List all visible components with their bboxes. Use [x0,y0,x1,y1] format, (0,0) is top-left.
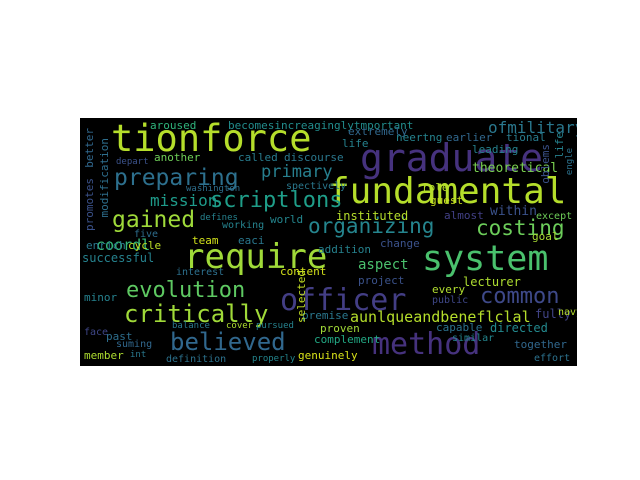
word: tional [506,131,546,144]
word: definition [166,354,227,365]
word: every [432,283,466,296]
word: defines [200,213,238,223]
word: leading [472,143,519,156]
word: aroused [150,119,197,132]
word: another [154,151,201,164]
word: balance [172,321,210,331]
word: depart [116,157,149,167]
word: life [553,132,566,159]
word: addition [318,243,371,256]
word: modification [98,138,111,218]
word: graduate [360,136,544,180]
word: complement [314,333,381,346]
word: instituted [336,209,409,223]
word: except [536,211,573,222]
word: tionforce [111,118,312,160]
word: effort [534,353,571,364]
word: directed [490,321,548,335]
word: extremely [348,125,408,138]
word: life [342,137,369,150]
word: cycle [128,239,162,252]
word: content [280,265,327,278]
word: within [490,204,537,219]
word: world [270,213,304,226]
word: gained [112,207,196,233]
word: aspect [358,257,409,273]
word: properly [252,354,296,364]
word: organizing [308,214,435,238]
word: public [432,295,469,306]
word: together [514,338,567,351]
word: system [422,239,549,279]
word: preparing [114,165,239,191]
word: costing [476,216,565,240]
word: capable [436,321,483,334]
word: spectively [286,181,347,192]
word: earlier [446,131,493,144]
word: pursued [256,321,294,331]
word: successful [82,251,155,265]
word: called [238,151,278,164]
word: discourse [284,151,344,164]
word: neertng [396,131,443,144]
word: selected [295,270,308,323]
word: five [134,229,159,240]
word: believed [170,328,286,356]
word: role [422,181,449,194]
word: officer [280,283,407,318]
word: better [83,128,96,168]
word: critically [124,300,269,328]
word: evolution [126,278,246,303]
word: team [192,234,219,247]
word: lecturer [463,275,521,289]
word: method [372,327,481,362]
word: engle [565,148,575,176]
word: oblems [539,144,552,184]
word: becomesincreaginglytmportant [228,119,414,132]
word: cover [226,321,254,331]
word: washington [186,184,241,194]
word: require [184,237,328,277]
word: face [84,327,109,338]
word: project [358,274,405,287]
word: goal [532,230,559,243]
word: guest [430,194,464,207]
word-cloud: tionforce graduate fundamental require s… [80,118,577,366]
word: member [84,349,124,362]
word: suming [116,339,153,350]
word: similar [452,333,495,344]
word: almost [444,209,484,222]
word: change [380,237,420,250]
word: minor [84,291,118,304]
word: fully [535,307,572,321]
word: fundamental [328,171,567,212]
word: premise [302,309,349,322]
word: navy [558,307,577,318]
word: working [222,220,265,231]
word: theoretical [472,161,559,176]
word: proven [320,322,360,335]
word: genuinely [298,349,358,362]
word: int [130,350,147,360]
word: scriptlons [210,188,343,213]
word: coordl [96,236,151,254]
word: aunlqueandbeneflclal [350,308,531,326]
word: past [106,330,133,343]
word: primary [261,162,333,182]
word: interest [176,267,225,278]
word: enrich [86,239,126,252]
word: promotes [83,178,96,231]
word: common [480,284,560,309]
word: ofmilitary [488,118,577,137]
word: mission [150,191,218,210]
word: eaci [238,234,265,247]
